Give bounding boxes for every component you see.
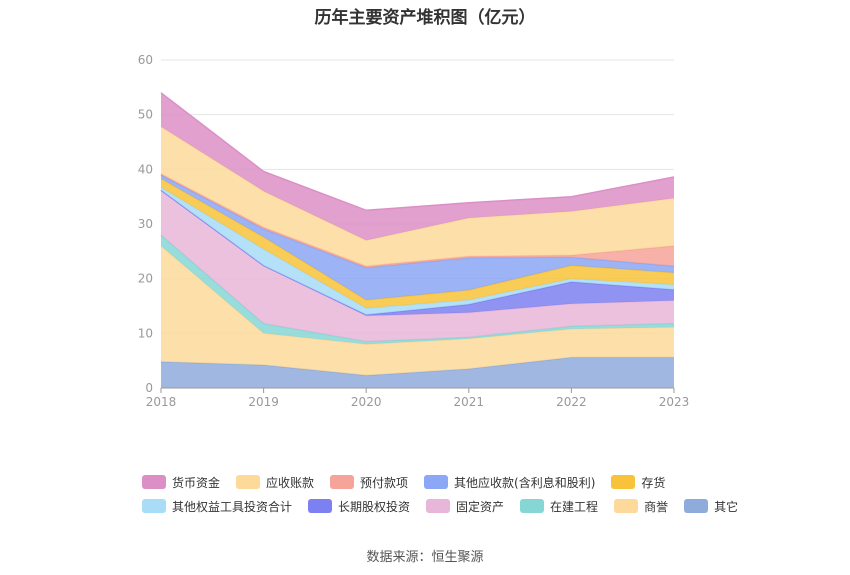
- legend: 货币资金 应收账款 预付款项 其他应收款(含利息和股利) 存货 其他权益工具投资合计 长期…: [142, 470, 742, 518]
- legend-swatch: [684, 499, 709, 513]
- area-series-3: [161, 190, 674, 342]
- x-tick-label: 2021: [454, 395, 485, 409]
- area-series-1: [161, 245, 674, 376]
- axis-layer: 0 10 20 30 40 50 60 2018 2019 2020 2021 2022 2023: [138, 53, 690, 409]
- legend-swatch: [611, 475, 636, 489]
- x-tick-label: 2020: [351, 395, 382, 409]
- y-tick-label: 20: [138, 272, 153, 286]
- legend-swatch: [308, 499, 333, 513]
- x-tick-label: 2018: [146, 395, 177, 409]
- legend-swatch: [614, 499, 639, 513]
- legend-row: 货币资金 应收账款 预付款项 其他应收款(含利息和股利) 存货: [142, 470, 742, 494]
- legend-swatch: [236, 475, 261, 489]
- x-tick-label: 2023: [659, 395, 690, 409]
- y-tick-label: 40: [138, 162, 153, 176]
- legend-label: 其它: [714, 499, 739, 514]
- area-series-5: [161, 187, 674, 315]
- legend-label: 固定资产: [456, 499, 505, 514]
- legend-label: 其他权益工具投资合计: [172, 499, 293, 514]
- legend-swatch: [424, 475, 449, 489]
- legend-label: 预付款项: [360, 475, 409, 490]
- legend-item[interactable]: 其他应收款(含利息和股利): [424, 474, 595, 491]
- legend-item[interactable]: 其他权益工具投资合计: [142, 498, 292, 515]
- legend-label: 长期股权投资: [338, 499, 411, 514]
- legend-item[interactable]: 预付款项: [330, 474, 408, 491]
- y-tick-label: 60: [138, 53, 153, 67]
- legend-item[interactable]: 货币资金: [142, 474, 220, 491]
- area-series-6: [161, 178, 674, 309]
- y-tick-label: 10: [138, 326, 153, 340]
- area-series-line-10: [160, 92, 675, 212]
- legend-item[interactable]: 存货: [611, 474, 665, 491]
- legend-item[interactable]: 固定资产: [426, 498, 504, 515]
- legend-label: 存货: [641, 475, 666, 490]
- legend-label: 货币资金: [172, 475, 221, 490]
- legend-label: 应收账款: [266, 475, 315, 490]
- y-tick-label: 50: [138, 108, 153, 122]
- x-tick-label: 2022: [556, 395, 587, 409]
- legend-item[interactable]: 在建工程: [520, 498, 598, 515]
- legend-swatch: [330, 475, 355, 489]
- y-tick-label: 30: [138, 217, 153, 231]
- chart-title: 历年主要资产堆积图（亿元）: [314, 8, 536, 28]
- legend-swatch: [426, 499, 451, 513]
- legend-label: 商誉: [644, 499, 669, 514]
- area-series-7: [161, 174, 674, 300]
- area-series-9: [161, 126, 674, 267]
- area-series-8: [161, 173, 674, 268]
- legend-swatch: [142, 475, 166, 489]
- source-note: 数据来源：恒生聚源: [366, 550, 484, 565]
- legend-item[interactable]: 其它: [684, 498, 738, 515]
- y-tick-label: 0: [145, 381, 153, 395]
- area-layer: [160, 92, 675, 388]
- x-tick-label: 2019: [248, 395, 279, 409]
- legend-swatch: [520, 499, 545, 513]
- area-series-10: [161, 92, 674, 241]
- legend-label: 其他应收款(含利息和股利): [454, 475, 596, 490]
- legend-label: 在建工程: [550, 499, 599, 514]
- legend-swatch: [142, 499, 166, 513]
- legend-item[interactable]: 长期股权投资: [308, 498, 410, 515]
- legend-item[interactable]: 商誉: [614, 498, 668, 515]
- legend-item[interactable]: 应收账款: [236, 474, 314, 491]
- legend-row: 其他权益工具投资合计 长期股权投资 固定资产 在建工程 商誉 其它: [142, 494, 742, 518]
